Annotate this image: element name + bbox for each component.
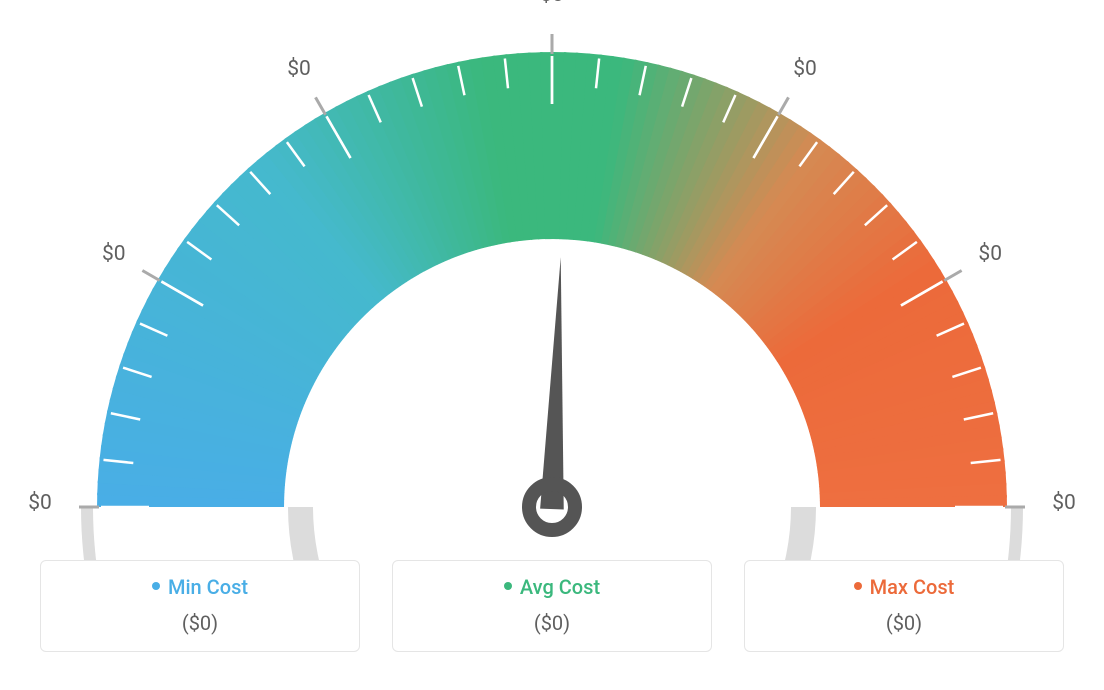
legend-dot-icon	[504, 582, 512, 590]
legend-title-min: Min Cost	[152, 575, 248, 599]
legend-card-avg: Avg Cost ($0)	[392, 560, 712, 652]
legend-value-max: ($0)	[753, 611, 1055, 635]
legend-label-max: Max Cost	[870, 575, 955, 599]
gauge-tick-label: $0	[102, 242, 126, 266]
gauge-tick-label: $0	[793, 57, 817, 81]
gauge-tick-label: $0	[540, 0, 564, 7]
legend-card-min: Min Cost ($0)	[40, 560, 360, 652]
legend-row: Min Cost ($0) Avg Cost ($0) Max Cost ($0…	[0, 560, 1104, 652]
legend-label-avg: Avg Cost	[520, 575, 600, 599]
legend-label-min: Min Cost	[168, 575, 248, 599]
legend-value-min: ($0)	[49, 611, 351, 635]
gauge-tick-label: $0	[978, 242, 1002, 266]
gauge-tick-label: $0	[1052, 491, 1076, 515]
legend-dot-icon	[854, 582, 862, 590]
gauge-chart-container: $0 $0 $0 $0 $0 $0 $0 Min Cost ($0) Avg Cost ($…	[0, 0, 1104, 690]
gauge-tick-label: $0	[287, 57, 311, 81]
legend-title-max: Max Cost	[854, 575, 955, 599]
gauge-area: $0 $0 $0 $0 $0 $0 $0	[0, 0, 1104, 560]
legend-title-avg: Avg Cost	[504, 575, 600, 599]
legend-dot-icon	[152, 582, 160, 590]
gauge-tick-label: $0	[28, 491, 52, 515]
legend-value-avg: ($0)	[401, 611, 703, 635]
gauge-svg	[0, 0, 1104, 560]
legend-card-max: Max Cost ($0)	[744, 560, 1064, 652]
